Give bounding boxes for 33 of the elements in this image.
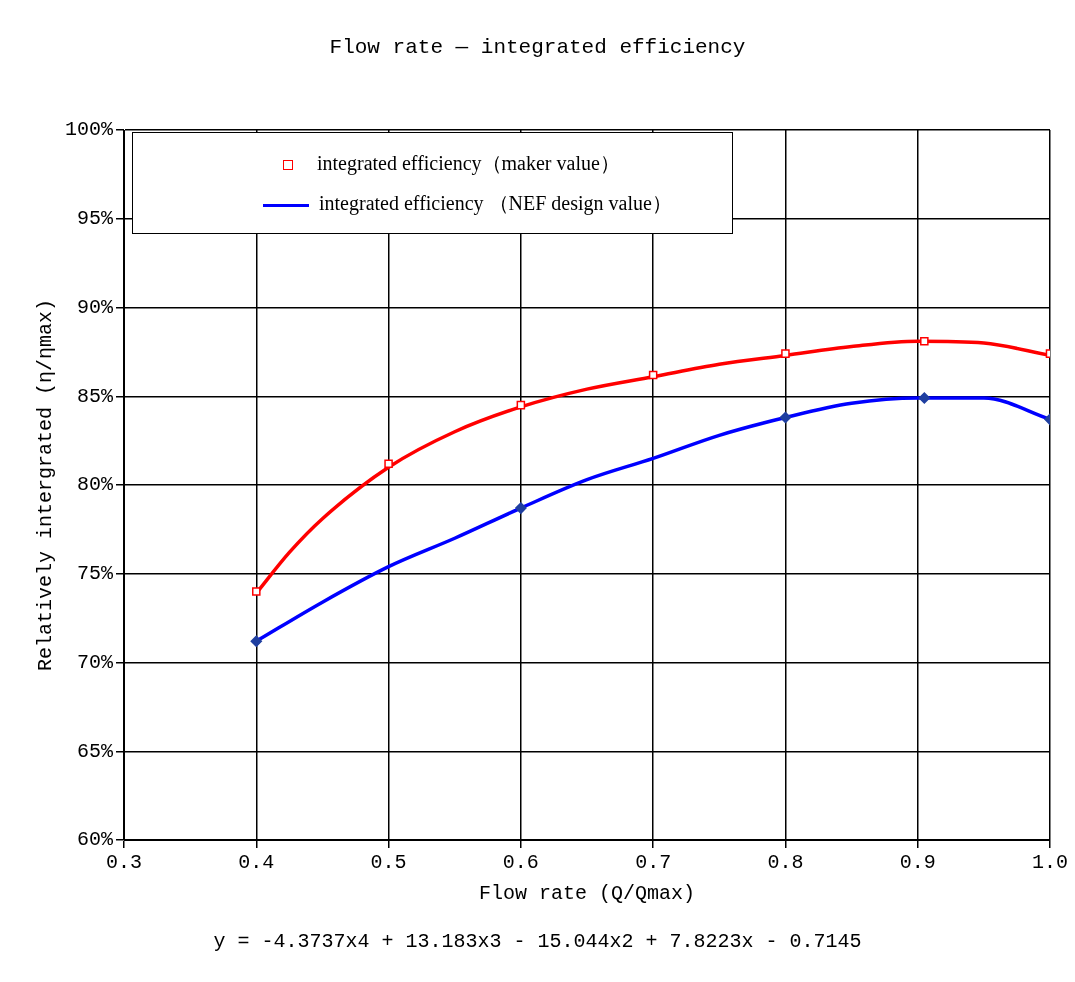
y-tick-label: 65% [76,739,114,763]
y-axis-title: Relatively intergrated (η/ηmax) [34,298,58,672]
point [648,370,658,380]
x-tick-label: 0.9 [899,851,936,875]
y-tick-label: 75% [76,562,114,586]
point [779,411,792,424]
y-tick-label: 80% [76,473,114,497]
y-tick-label: 85% [76,384,114,408]
x-tick-label: 0.3 [106,851,143,875]
point [920,336,929,346]
y-tick-label: 100% [64,118,114,142]
y-tick-label: 90% [76,295,114,319]
x-tick-label: 1.0 [1031,851,1069,875]
point [252,587,261,596]
x-tick-label: 0.7 [635,851,672,875]
point [384,459,393,468]
y-tick-label: 95% [76,207,114,231]
chart-title: Flow rate — integrated efficiency [328,36,747,59]
point [515,502,527,514]
x-tick-label: 0.5 [370,851,407,875]
x-tick-label: 0.4 [238,851,275,875]
x-axis-title: Flow rate (Q/Qmax) [478,882,696,906]
y-tick-label: 70% [76,650,114,674]
legend-label: integrated efficiency （NEF design value） [319,192,672,214]
legend-label: integrated efficiency（maker value） [317,152,620,174]
point [781,349,790,358]
point [918,392,931,404]
x-tick-label: 0.8 [767,851,804,875]
point [516,400,526,410]
x-tick-label: 0.6 [502,851,539,875]
point [250,635,263,647]
y-tick-label: 60% [76,828,114,852]
text: y = -4.3737x4 + 13.183x3 - 15.044x2 + 7.8223x - 0.7145 [212,930,863,953]
